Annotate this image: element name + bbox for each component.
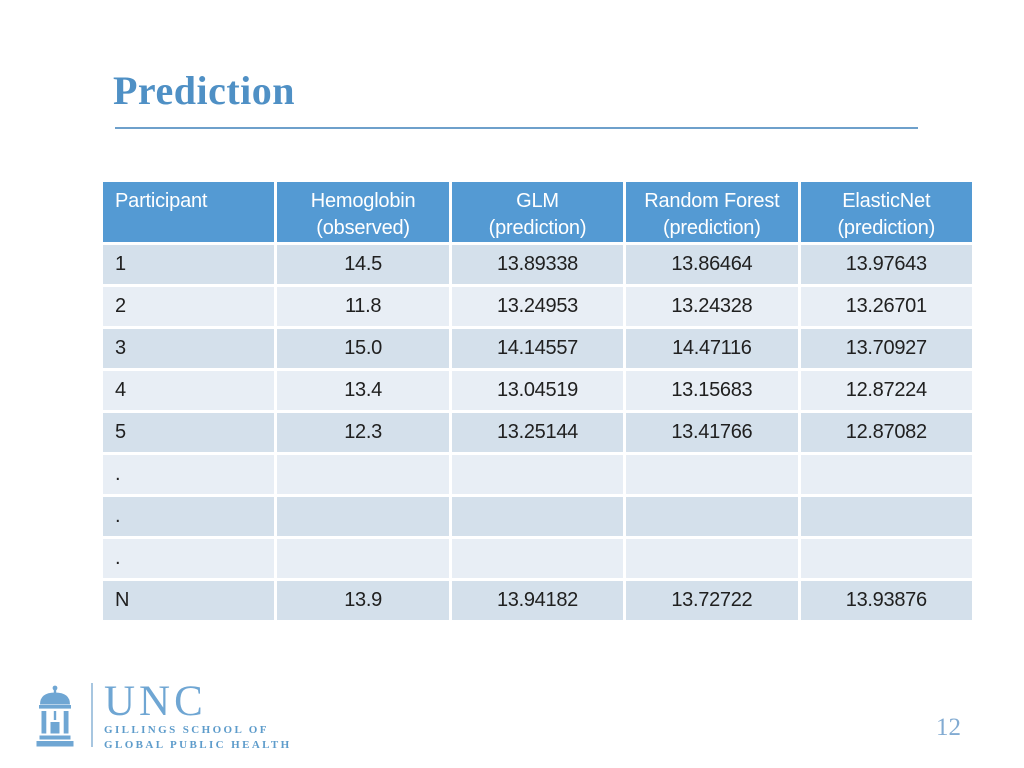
logo-school-line2: GLOBAL PUBLIC HEALTH [104,739,292,751]
table-row: 5 12.3 13.25144 13.41766 12.87082 [103,413,972,452]
table-row: . [103,455,972,494]
table-row: . [103,539,972,578]
column-header: ElasticNet (prediction) [800,182,972,242]
value-cell [800,455,972,494]
participant-cell: 5 [103,413,275,452]
participant-cell: . [103,539,275,578]
value-cell: 11.8 [277,287,449,326]
participant-cell: . [103,455,275,494]
value-cell: 15.0 [277,329,449,368]
value-cell [451,455,624,494]
table-row: 4 13.4 13.04519 13.15683 12.87224 [103,371,972,410]
logo-acronym: UNC [104,678,207,725]
participant-cell: 3 [103,329,275,368]
title-underline [115,127,918,129]
old-well-icon [36,685,74,747]
page-title: Prediction [113,68,296,113]
logo-text: UNC GILLINGS SCHOOL OF GLOBAL PUBLIC HEA… [104,678,292,751]
value-cell: 13.24328 [626,287,798,326]
value-cell: 13.25144 [451,413,624,452]
value-cell: 13.72722 [626,581,798,620]
value-cell: 13.97643 [800,245,972,284]
value-cell: 13.86464 [626,245,798,284]
value-cell: 13.94182 [451,581,624,620]
logo-divider [91,683,93,747]
value-cell: 13.89338 [451,245,624,284]
value-cell [451,539,624,578]
participant-cell: 2 [103,287,275,326]
value-cell [626,539,798,578]
page-number: 12 [936,714,961,741]
value-cell: 13.24953 [451,287,624,326]
column-header: Participant [103,182,275,242]
value-cell [800,497,972,536]
value-cell: 12.3 [277,413,449,452]
unc-gillings-logo: UNC GILLINGS SCHOOL OF GLOBAL PUBLIC HEA… [35,678,292,751]
column-header: Random Forest (prediction) [626,182,798,242]
value-cell: 13.9 [277,581,449,620]
table-row: 1 14.5 13.89338 13.86464 13.97643 [103,245,972,284]
table-row: N 13.9 13.94182 13.72722 13.93876 [103,581,972,620]
prediction-table-container: Participant Hemoglobin (observed) GLM (predi… [103,182,972,620]
value-cell: 13.26701 [800,287,972,326]
value-cell [277,497,449,536]
value-cell: 13.41766 [626,413,798,452]
value-cell [800,539,972,578]
value-cell: 12.87224 [800,371,972,410]
value-cell: 14.5 [277,245,449,284]
value-cell [451,497,624,536]
value-cell: 13.70927 [800,329,972,368]
value-cell: 13.04519 [451,371,624,410]
participant-cell: 1 [103,245,275,284]
value-cell: 13.4 [277,371,449,410]
value-cell [626,455,798,494]
participant-cell: 4 [103,371,275,410]
participant-cell: N [103,581,275,620]
value-cell: 13.15683 [626,371,798,410]
value-cell: 14.47116 [626,329,798,368]
value-cell [626,497,798,536]
column-header: GLM (prediction) [451,182,624,242]
table-row: 3 15.0 14.14557 14.47116 13.70927 [103,329,972,368]
prediction-table: Participant Hemoglobin (observed) GLM (predi… [100,179,975,623]
value-cell: 13.93876 [800,581,972,620]
table-header-row: Participant Hemoglobin (observed) GLM (predi… [103,182,972,242]
value-cell: 12.87082 [800,413,972,452]
logo-school-line1: GILLINGS SCHOOL OF [104,724,269,736]
column-header: Hemoglobin (observed) [277,182,449,242]
table-row: 2 11.8 13.24953 13.24328 13.26701 [103,287,972,326]
value-cell [277,455,449,494]
table-row: . [103,497,972,536]
value-cell: 14.14557 [451,329,624,368]
value-cell [277,539,449,578]
participant-cell: . [103,497,275,536]
